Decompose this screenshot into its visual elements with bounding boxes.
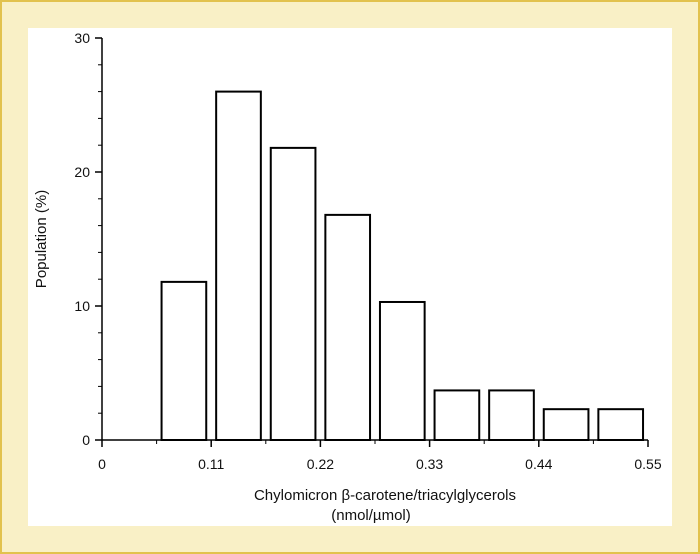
x-tick-label: 0.55 <box>634 456 661 472</box>
histogram-bar-9 <box>597 408 645 441</box>
bars-group <box>160 90 645 442</box>
histogram-bar-3 <box>269 146 317 441</box>
x-tick-label: 0 <box>98 456 106 472</box>
histogram-bar-1 <box>160 280 208 441</box>
y-tick-label: 30 <box>74 30 90 46</box>
x-axis-unit: (nmol/µmol) <box>331 507 410 524</box>
histogram-bar-7 <box>488 389 535 442</box>
x-tick-label: 0.44 <box>525 456 552 472</box>
y-ticks-group: 0 10 20 30 <box>74 30 102 448</box>
y-tick-label: 10 <box>74 298 90 314</box>
x-axis-title: Chylomicron β-carotene/triacylglycerols <box>254 487 516 504</box>
histogram-bar-8 <box>542 408 590 441</box>
x-tick-label: 0.11 <box>198 456 224 472</box>
x-ticks-group: 0 0.11 0.22 0.33 0.44 0.55 <box>98 440 662 472</box>
y-tick-label: 20 <box>74 164 90 180</box>
histogram-bar-5 <box>378 300 426 442</box>
histogram-bar-4 <box>324 213 372 441</box>
y-axis-title: Population (%) <box>33 190 50 288</box>
x-tick-label: 0.22 <box>307 456 334 472</box>
histogram-bar-2 <box>215 90 262 441</box>
y-tick-label: 0 <box>82 432 90 448</box>
x-tick-label: 0.33 <box>416 456 443 472</box>
histogram-bar-6 <box>433 389 481 442</box>
